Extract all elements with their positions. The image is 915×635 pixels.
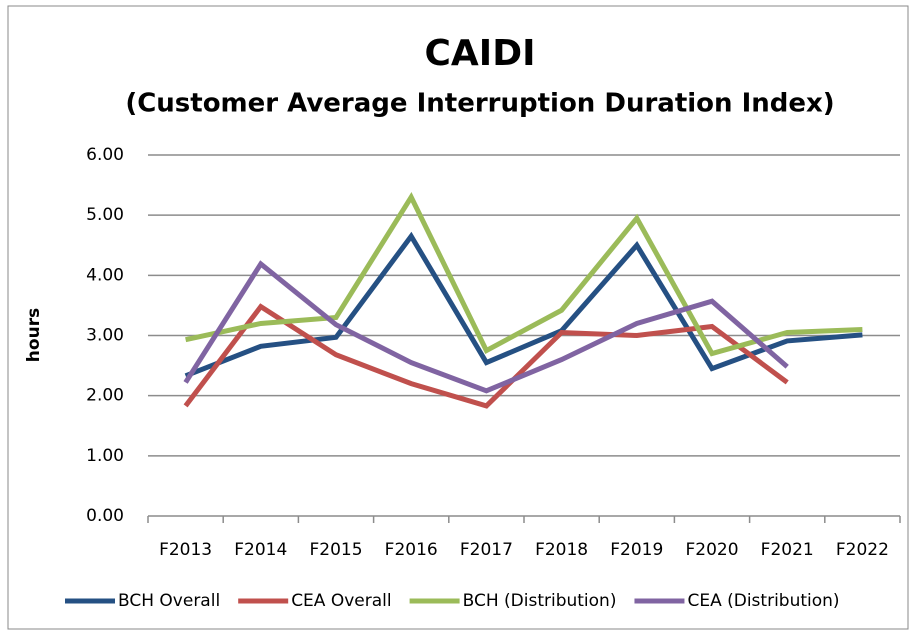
x-tick-label: F2022 [836,540,889,560]
y-tick-label: 1.00 [86,446,124,466]
y-tick-label: 4.00 [86,265,124,285]
y-axis-label: hours [24,308,44,362]
legend-label: BCH (Distribution) [463,591,617,611]
x-tick-label: F2020 [685,540,738,560]
y-tick-label: 0.00 [86,506,124,526]
legend-label: CEA Overall [291,591,391,611]
series-line [185,191,863,357]
y-tick-label: 3.00 [86,326,124,346]
x-tick-label: F2014 [234,540,287,560]
legend-label: BCH Overall [118,591,220,611]
y-tick-label: 2.00 [86,386,124,406]
y-tick-label: 5.00 [86,205,124,225]
x-tick-label: F2017 [460,540,513,560]
series-line [183,260,789,394]
legend-label: CEA (Distribution) [687,591,839,611]
x-tick-label: F2015 [309,540,362,560]
x-tick-label: F2016 [385,540,438,560]
x-tick-label: F2018 [535,540,588,560]
x-tick-label: F2019 [610,540,663,560]
y-tick-label: 6.00 [86,145,124,165]
chart-title: CAIDI [425,33,536,74]
x-tick-label: F2013 [159,540,212,560]
x-tick-label: F2021 [761,540,814,560]
chart-subtitle: (Customer Average Interruption Duration … [125,89,834,119]
